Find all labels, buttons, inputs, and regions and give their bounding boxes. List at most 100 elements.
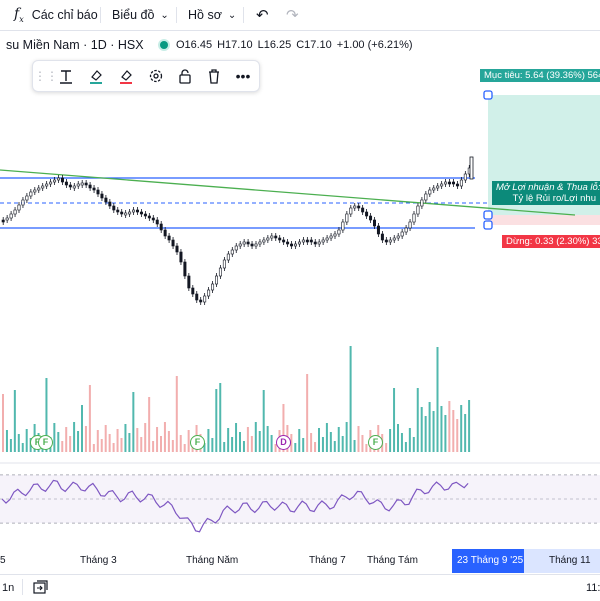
volume-bar [167, 431, 170, 452]
volume-bar [408, 428, 411, 452]
candle [96, 189, 100, 195]
more-icon[interactable]: ••• [235, 68, 251, 84]
candle [25, 195, 29, 201]
volume-bar [207, 429, 210, 452]
candle [13, 209, 17, 215]
target-handle[interactable] [483, 90, 493, 100]
entry-handle[interactable] [483, 210, 493, 220]
crosshair-date: 23 Tháng 9 '25 [457, 555, 524, 566]
compare-icon[interactable] [32, 579, 48, 598]
candle [175, 245, 179, 253]
candle [424, 193, 428, 201]
volume-bar [385, 443, 388, 452]
volume-bar [108, 434, 111, 452]
candle [305, 239, 309, 243]
financial-marker[interactable]: F [190, 435, 205, 450]
fx-icon: fx [14, 6, 24, 24]
volume-bar [389, 429, 392, 452]
volume-bar [96, 430, 99, 452]
candle [199, 299, 203, 303]
volume-bar [104, 425, 107, 452]
candle [266, 237, 270, 241]
rsi-band-fill [0, 475, 600, 523]
candle [183, 261, 187, 277]
volume-bar [361, 435, 364, 452]
interval-button[interactable]: 1n [2, 582, 15, 594]
volume-bar [25, 429, 28, 452]
candle [230, 249, 234, 255]
candle [195, 293, 199, 301]
divider [176, 7, 177, 23]
target-label[interactable]: Mục tiêu: 5.64 (39.36%) 564 [480, 69, 600, 82]
candle [179, 251, 183, 263]
stop-label[interactable]: Dừng: 0.33 (2.30%) 33 [502, 235, 600, 248]
volume-bar [397, 424, 399, 452]
profile-button[interactable]: Hồ sơ ⌄ [188, 0, 236, 30]
volume-bar [329, 432, 332, 452]
volume-bar [393, 388, 396, 452]
candle [104, 197, 108, 203]
candle [432, 187, 436, 191]
bottom-toolbar: 1n 11: [0, 574, 600, 601]
volume-bar [420, 407, 423, 452]
volume-bar [5, 430, 8, 452]
ohlc-values: O16.45 H17.10 L16.25 C17.10 +1.00 (+6.21… [176, 36, 418, 54]
candle [147, 215, 151, 219]
volume-bar [306, 374, 309, 452]
financial-marker[interactable]: F [368, 435, 383, 450]
line-color-icon[interactable] [115, 65, 137, 87]
volume-bar [163, 422, 166, 452]
volume-bar [13, 390, 16, 452]
volume-bar [73, 422, 76, 452]
position-info-label[interactable]: Mở Lợi nhuận & Thua lỗ: Tỷ lệ Rủi ro/Lợi… [492, 181, 600, 205]
candle [365, 211, 369, 217]
candle [337, 229, 341, 235]
drag-handle-icon[interactable]: ⋮⋮ [34, 69, 58, 83]
lock-icon[interactable] [174, 65, 196, 87]
volume-bar [294, 443, 297, 452]
candle [218, 267, 222, 277]
candle [392, 237, 396, 241]
candle [436, 185, 440, 189]
indicators-button[interactable]: fx Các chỉ báo [14, 0, 98, 30]
volume-bar [136, 428, 139, 452]
volume-bar [452, 410, 455, 452]
volume-bar [341, 436, 344, 452]
text-icon[interactable] [55, 65, 77, 87]
redo-button[interactable]: ↷ [286, 0, 299, 30]
candle [80, 182, 84, 186]
chevron-down-icon: ⌄ [160, 9, 169, 21]
volume-bar [152, 441, 155, 452]
financial-marker[interactable]: F [38, 435, 53, 450]
trend-line[interactable] [0, 169, 576, 216]
volume-bar [2, 394, 4, 452]
volume-bar [310, 433, 313, 452]
fill-icon[interactable] [85, 65, 107, 87]
chart-type-button[interactable]: Biểu đồ ⌄ [112, 0, 169, 30]
volume-bar [282, 404, 285, 452]
volume-bar [254, 422, 257, 452]
volume-bar [231, 437, 234, 452]
volume-bar [321, 437, 324, 452]
candle [345, 213, 349, 223]
time-axis[interactable]: 5 Tháng 3 Tháng Năm Tháng 7 Tháng Tám 23… [0, 549, 600, 573]
undo-button[interactable]: ↶ [256, 0, 269, 30]
settings-icon[interactable] [145, 65, 167, 87]
candle [151, 217, 155, 221]
symbol-title[interactable]: su Miền Nam · 1D · HSX [0, 36, 168, 54]
trash-icon[interactable] [203, 65, 225, 87]
time-label: Tháng 11 [549, 555, 591, 566]
candle [317, 241, 321, 245]
volume-bar [404, 442, 407, 452]
candle [357, 205, 361, 209]
volume-bar [92, 444, 95, 452]
stop-handle[interactable] [483, 220, 493, 230]
volume-bar [132, 392, 135, 452]
dividend-marker[interactable]: D [276, 435, 291, 450]
volume-bar [45, 378, 48, 452]
volume-bar [88, 385, 91, 452]
candle [1, 219, 5, 223]
candle [361, 207, 365, 213]
volume-bar [140, 437, 143, 452]
volume-bar [432, 411, 435, 452]
